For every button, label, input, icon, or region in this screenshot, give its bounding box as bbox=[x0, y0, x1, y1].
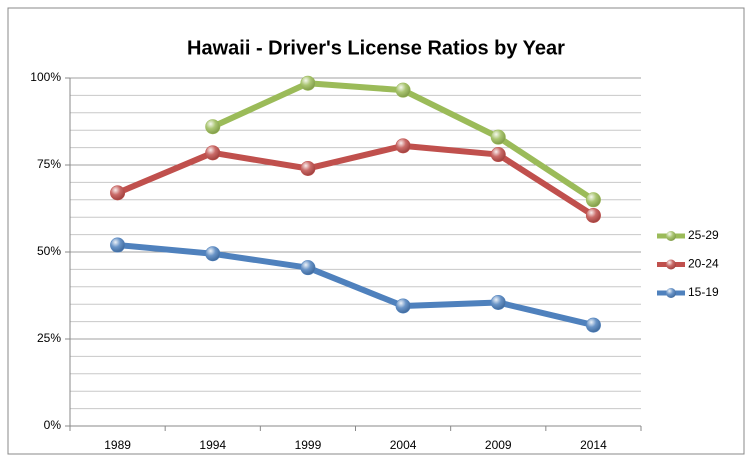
point-shine bbox=[491, 130, 506, 145]
point-shine bbox=[205, 246, 220, 261]
legend-shine bbox=[666, 259, 676, 270]
legend-shine bbox=[666, 231, 676, 241]
point-shine bbox=[300, 260, 315, 275]
legend-label: 25-29 bbox=[688, 228, 719, 242]
y-tick-label: 0% bbox=[44, 418, 62, 432]
x-tick-label: 1999 bbox=[295, 438, 322, 452]
point-shine bbox=[300, 76, 315, 91]
x-tick-label: 2014 bbox=[580, 438, 607, 452]
point-shine bbox=[586, 208, 601, 223]
x-tick-label: 1989 bbox=[104, 438, 131, 452]
x-tick-label: 2004 bbox=[390, 438, 417, 452]
point-shine bbox=[491, 295, 506, 310]
chart-title: Hawaii - Driver's License Ratios by Year bbox=[187, 37, 565, 59]
point-shine bbox=[491, 147, 506, 162]
x-tick-label: 1994 bbox=[199, 438, 226, 452]
point-shine bbox=[396, 138, 411, 153]
point-shine bbox=[586, 318, 601, 333]
legend-shine bbox=[666, 288, 676, 298]
point-shine bbox=[396, 298, 411, 313]
y-tick-label: 75% bbox=[37, 157, 61, 171]
point-shine bbox=[396, 83, 411, 98]
point-shine bbox=[300, 161, 315, 176]
point-shine bbox=[586, 192, 601, 207]
point-shine bbox=[110, 185, 125, 200]
series-line bbox=[117, 242, 595, 328]
point-shine bbox=[205, 145, 220, 160]
chart-frame bbox=[7, 7, 745, 455]
point-shine bbox=[110, 238, 125, 253]
y-tick-label: 100% bbox=[30, 70, 61, 84]
y-tick-label: 50% bbox=[37, 244, 61, 258]
series-line bbox=[116, 142, 596, 218]
point-shine bbox=[205, 119, 220, 134]
x-tick-label: 2009 bbox=[485, 438, 512, 452]
y-tick-label: 25% bbox=[37, 331, 61, 345]
legend-label: 15-19 bbox=[688, 285, 719, 299]
legend-label: 20-24 bbox=[688, 257, 719, 271]
